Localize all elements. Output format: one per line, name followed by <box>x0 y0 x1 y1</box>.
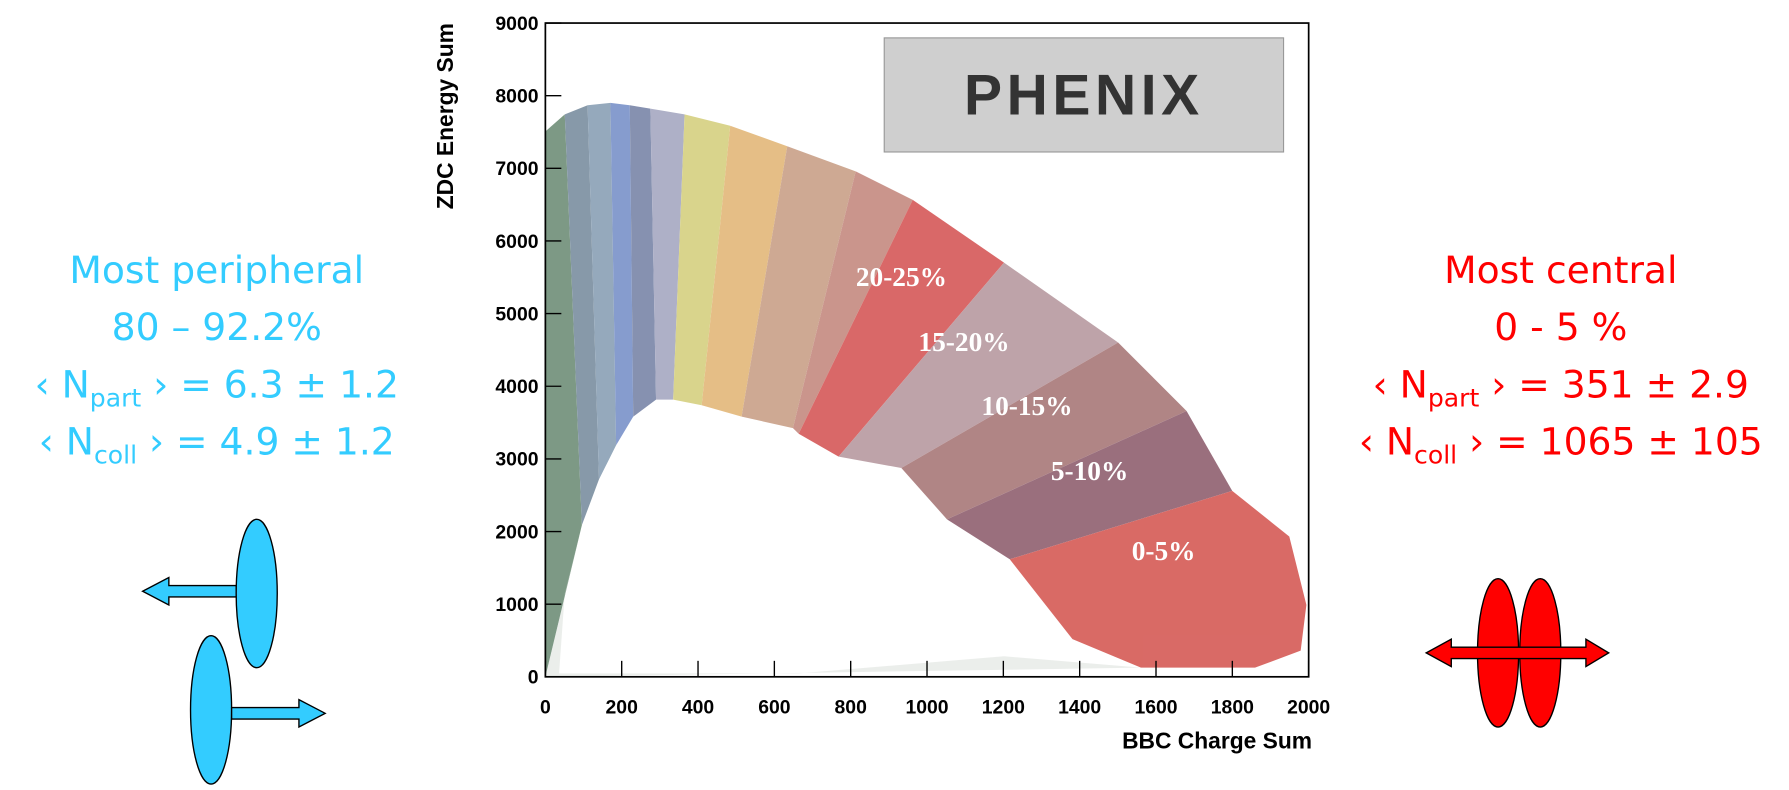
y-tick-label: 8000 <box>495 86 538 108</box>
x-tick-label: 0 <box>540 696 551 718</box>
ncoll: ‹ Ncoll › = 1065 ± 105 <box>1359 419 1763 469</box>
x-tick-label: 1200 <box>982 696 1025 718</box>
n: ‹ N <box>1373 362 1428 406</box>
panel-title: Most peripheral <box>69 248 364 292</box>
ncoll: ‹ Ncoll › = 4.9 ± 1.2 <box>39 419 395 469</box>
y-tick-label: 9000 <box>495 13 538 35</box>
x-tick-label: 1400 <box>1058 696 1101 718</box>
x-tick-label: 600 <box>758 696 790 718</box>
logo-text: PHENIX <box>964 63 1204 127</box>
slide: PHENIX BBC Charge Sum ZDC Energy Sum Mos… <box>0 0 1789 790</box>
y-tick-label: 0 <box>528 667 539 689</box>
panel-range: 0 - 5 % <box>1494 305 1627 349</box>
x-tick-label: 800 <box>835 696 867 718</box>
y-tick-label: 4000 <box>495 376 538 398</box>
npart: ‹ Npart › = 6.3 ± 1.2 <box>35 362 399 412</box>
y-tick-label: 5000 <box>495 303 538 325</box>
region-label: 20-25% <box>856 262 947 292</box>
value: › = 351 ± 2.9 <box>1479 362 1749 406</box>
x-tick-label: 1600 <box>1134 696 1177 718</box>
n: ‹ N <box>39 419 94 463</box>
value: › = 1065 ± 105 <box>1457 419 1763 463</box>
sub: coll <box>1414 440 1457 469</box>
x-tick-label: 400 <box>682 696 714 718</box>
central-icon <box>1426 579 1609 727</box>
x-tick-label: 2000 <box>1287 696 1330 718</box>
region-label: 10-15% <box>981 391 1072 421</box>
left-panel: Most peripheral 80 – 92.2% ‹ Npart › = 6… <box>35 248 399 469</box>
region-label: 5-10% <box>1051 456 1129 486</box>
region-label: 15-20% <box>918 327 1009 357</box>
value: › = 4.9 ± 1.2 <box>137 419 395 463</box>
logo: PHENIX <box>884 38 1283 152</box>
n: ‹ N <box>35 362 90 406</box>
value: › = 6.3 ± 1.2 <box>141 362 399 406</box>
sub: part <box>90 383 142 412</box>
panel-title: Most central <box>1444 248 1677 292</box>
n: ‹ N <box>1359 419 1414 463</box>
npart: ‹ Npart › = 351 ± 2.9 <box>1373 362 1749 412</box>
peripheral-icon <box>143 519 326 784</box>
panel-range: 80 – 92.2% <box>112 305 322 349</box>
region-label: 0-5% <box>1132 536 1196 566</box>
y-tick-label: 3000 <box>495 449 538 471</box>
x-axis-label: BBC Charge Sum <box>1122 728 1312 754</box>
y-tick-label: 1000 <box>495 594 538 616</box>
y-axis-label: ZDC Energy Sum <box>432 23 458 209</box>
y-tick-label: 2000 <box>495 521 538 543</box>
x-tick-label: 200 <box>606 696 638 718</box>
right-panel: Most central 0 - 5 % ‹ Npart › = 351 ± 2… <box>1359 248 1763 469</box>
sub: part <box>1428 383 1480 412</box>
x-tick-label: 1000 <box>905 696 948 718</box>
y-tick-label: 7000 <box>495 158 538 180</box>
sub: coll <box>94 440 137 469</box>
x-tick-label: 1800 <box>1211 696 1254 718</box>
y-tick-label: 6000 <box>495 231 538 253</box>
cloud <box>545 103 1306 677</box>
